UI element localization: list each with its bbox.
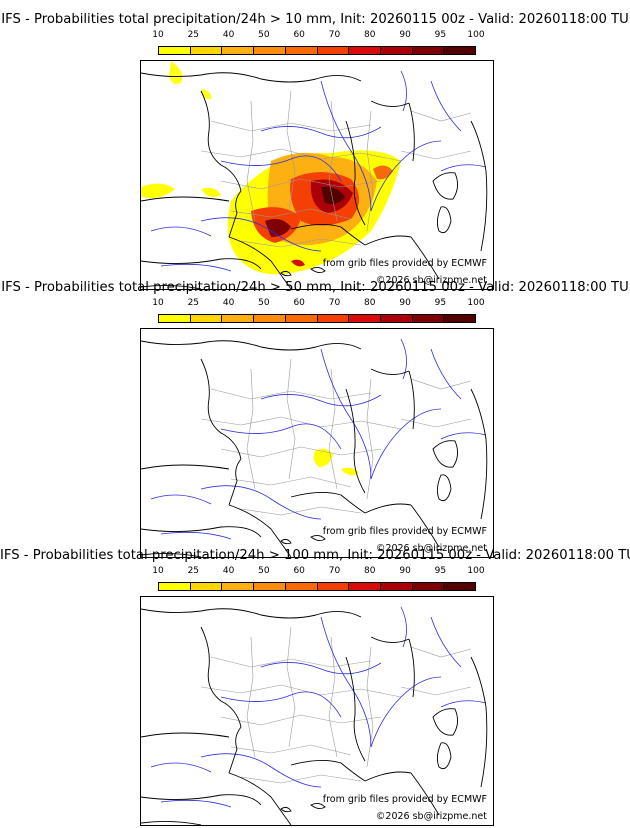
legend-color-cell bbox=[285, 47, 318, 54]
legend-tick: 10 bbox=[152, 566, 164, 576]
forecast-panel-10mm: IFS - Probabilities total precipitation/… bbox=[0, 12, 630, 290]
legend-color-cell bbox=[444, 315, 476, 322]
legend-color-cell bbox=[285, 583, 318, 590]
legend-color-cell bbox=[190, 47, 223, 54]
legend-tick: 60 bbox=[293, 566, 305, 576]
legend-color-cell bbox=[444, 583, 476, 590]
legend-tick: 70 bbox=[328, 298, 341, 308]
legend-tick: 70 bbox=[328, 566, 341, 576]
legend-color-cell bbox=[222, 583, 255, 590]
data-source-credit: from grib files provided by ECMWF bbox=[322, 794, 487, 805]
legend-tick: 90 bbox=[399, 30, 411, 40]
precipitation-probability-map: from grib files provided by ECMWF ©2026 … bbox=[140, 60, 494, 290]
legend-color-cell bbox=[190, 315, 223, 322]
legend-color-cell bbox=[380, 47, 413, 54]
legend-tick: 10 bbox=[152, 298, 164, 308]
legend-tick: 95 bbox=[434, 566, 447, 576]
legend-color-cell bbox=[254, 583, 286, 590]
legend-tick: 40 bbox=[222, 30, 235, 40]
legend-tick: 100 bbox=[467, 30, 485, 40]
legend-tick: 70 bbox=[328, 30, 341, 40]
legend-tick: 40 bbox=[222, 298, 235, 308]
legend-tick: 80 bbox=[364, 298, 376, 308]
legend-tick: 60 bbox=[293, 30, 305, 40]
legend-tick: 95 bbox=[434, 30, 447, 40]
data-source-credit: from grib files provided by ECMWF bbox=[322, 526, 487, 537]
legend-tick: 90 bbox=[399, 566, 411, 576]
legend-tick: 95 bbox=[434, 298, 447, 308]
legend-tick: 60 bbox=[293, 298, 305, 308]
forecast-panel-50mm: IFS - Probabilities total precipitation/… bbox=[0, 280, 630, 558]
legend-tick: 40 bbox=[222, 566, 235, 576]
copyright-notice: ©2026 sb@irizpme.net bbox=[375, 543, 487, 554]
legend-tick: 80 bbox=[364, 30, 376, 40]
color-legend-bar bbox=[158, 582, 476, 591]
precipitation-field bbox=[141, 61, 401, 275]
legend-color-cell bbox=[380, 315, 413, 322]
legend-color-cell bbox=[285, 315, 318, 322]
forecast-panel-100mm: IFS - Probabilities total precipitation/… bbox=[0, 548, 630, 826]
color-legend-ticks: 10 25 40 50 60 70 80 90 95 100 bbox=[152, 30, 484, 42]
legend-tick: 25 bbox=[187, 566, 200, 576]
legend-color-cell bbox=[412, 583, 445, 590]
legend-tick: 80 bbox=[364, 566, 376, 576]
color-legend-bar bbox=[158, 314, 476, 323]
color-legend-ticks: 10 25 40 50 60 70 80 90 95 100 bbox=[152, 298, 484, 310]
legend-color-cell bbox=[349, 583, 381, 590]
precipitation-probability-map: from grib files provided by ECMWF ©2026 … bbox=[140, 596, 494, 826]
legend-color-cell bbox=[254, 47, 286, 54]
legend-tick: 25 bbox=[187, 298, 200, 308]
copyright-notice: ©2026 sb@irizpme.net bbox=[375, 275, 487, 286]
precipitation-field bbox=[313, 448, 359, 476]
legend-color-cell bbox=[254, 315, 286, 322]
panel-title: IFS - Probabilities total precipitation/… bbox=[0, 548, 630, 563]
precipitation-probability-map: from grib files provided by ECMWF ©2026 … bbox=[140, 328, 494, 558]
map-canvas bbox=[141, 606, 488, 825]
legend-color-cell bbox=[190, 583, 223, 590]
copyright-notice: ©2026 sb@irizpme.net bbox=[375, 811, 487, 822]
legend-tick: 50 bbox=[258, 298, 270, 308]
map-canvas bbox=[141, 338, 488, 557]
legend-tick: 100 bbox=[467, 566, 485, 576]
panel-title: IFS - Probabilities total precipitation/… bbox=[1, 12, 629, 27]
legend-color-cell bbox=[349, 47, 381, 54]
legend-color-cell bbox=[412, 315, 445, 322]
legend-color-cell bbox=[222, 47, 255, 54]
legend-tick: 10 bbox=[152, 30, 164, 40]
legend-tick: 50 bbox=[258, 566, 270, 576]
legend-color-cell bbox=[444, 47, 476, 54]
legend-color-cell bbox=[317, 583, 350, 590]
legend-color-cell bbox=[159, 583, 191, 590]
legend-tick: 90 bbox=[399, 298, 411, 308]
legend-color-cell bbox=[317, 47, 350, 54]
legend-tick: 100 bbox=[467, 298, 485, 308]
data-source-credit: from grib files provided by ECMWF bbox=[322, 258, 487, 269]
legend-color-cell bbox=[349, 315, 381, 322]
legend-color-cell bbox=[317, 315, 350, 322]
map-canvas bbox=[141, 61, 488, 289]
legend-color-cell bbox=[412, 47, 445, 54]
color-legend-ticks: 10 25 40 50 60 70 80 90 95 100 bbox=[152, 566, 484, 578]
legend-color-cell bbox=[159, 47, 191, 54]
panel-title: IFS - Probabilities total precipitation/… bbox=[1, 280, 629, 295]
legend-color-cell bbox=[159, 315, 191, 322]
legend-tick: 25 bbox=[187, 30, 200, 40]
color-legend-bar bbox=[158, 46, 476, 55]
legend-color-cell bbox=[222, 315, 255, 322]
legend-tick: 50 bbox=[258, 30, 270, 40]
legend-color-cell bbox=[380, 583, 413, 590]
